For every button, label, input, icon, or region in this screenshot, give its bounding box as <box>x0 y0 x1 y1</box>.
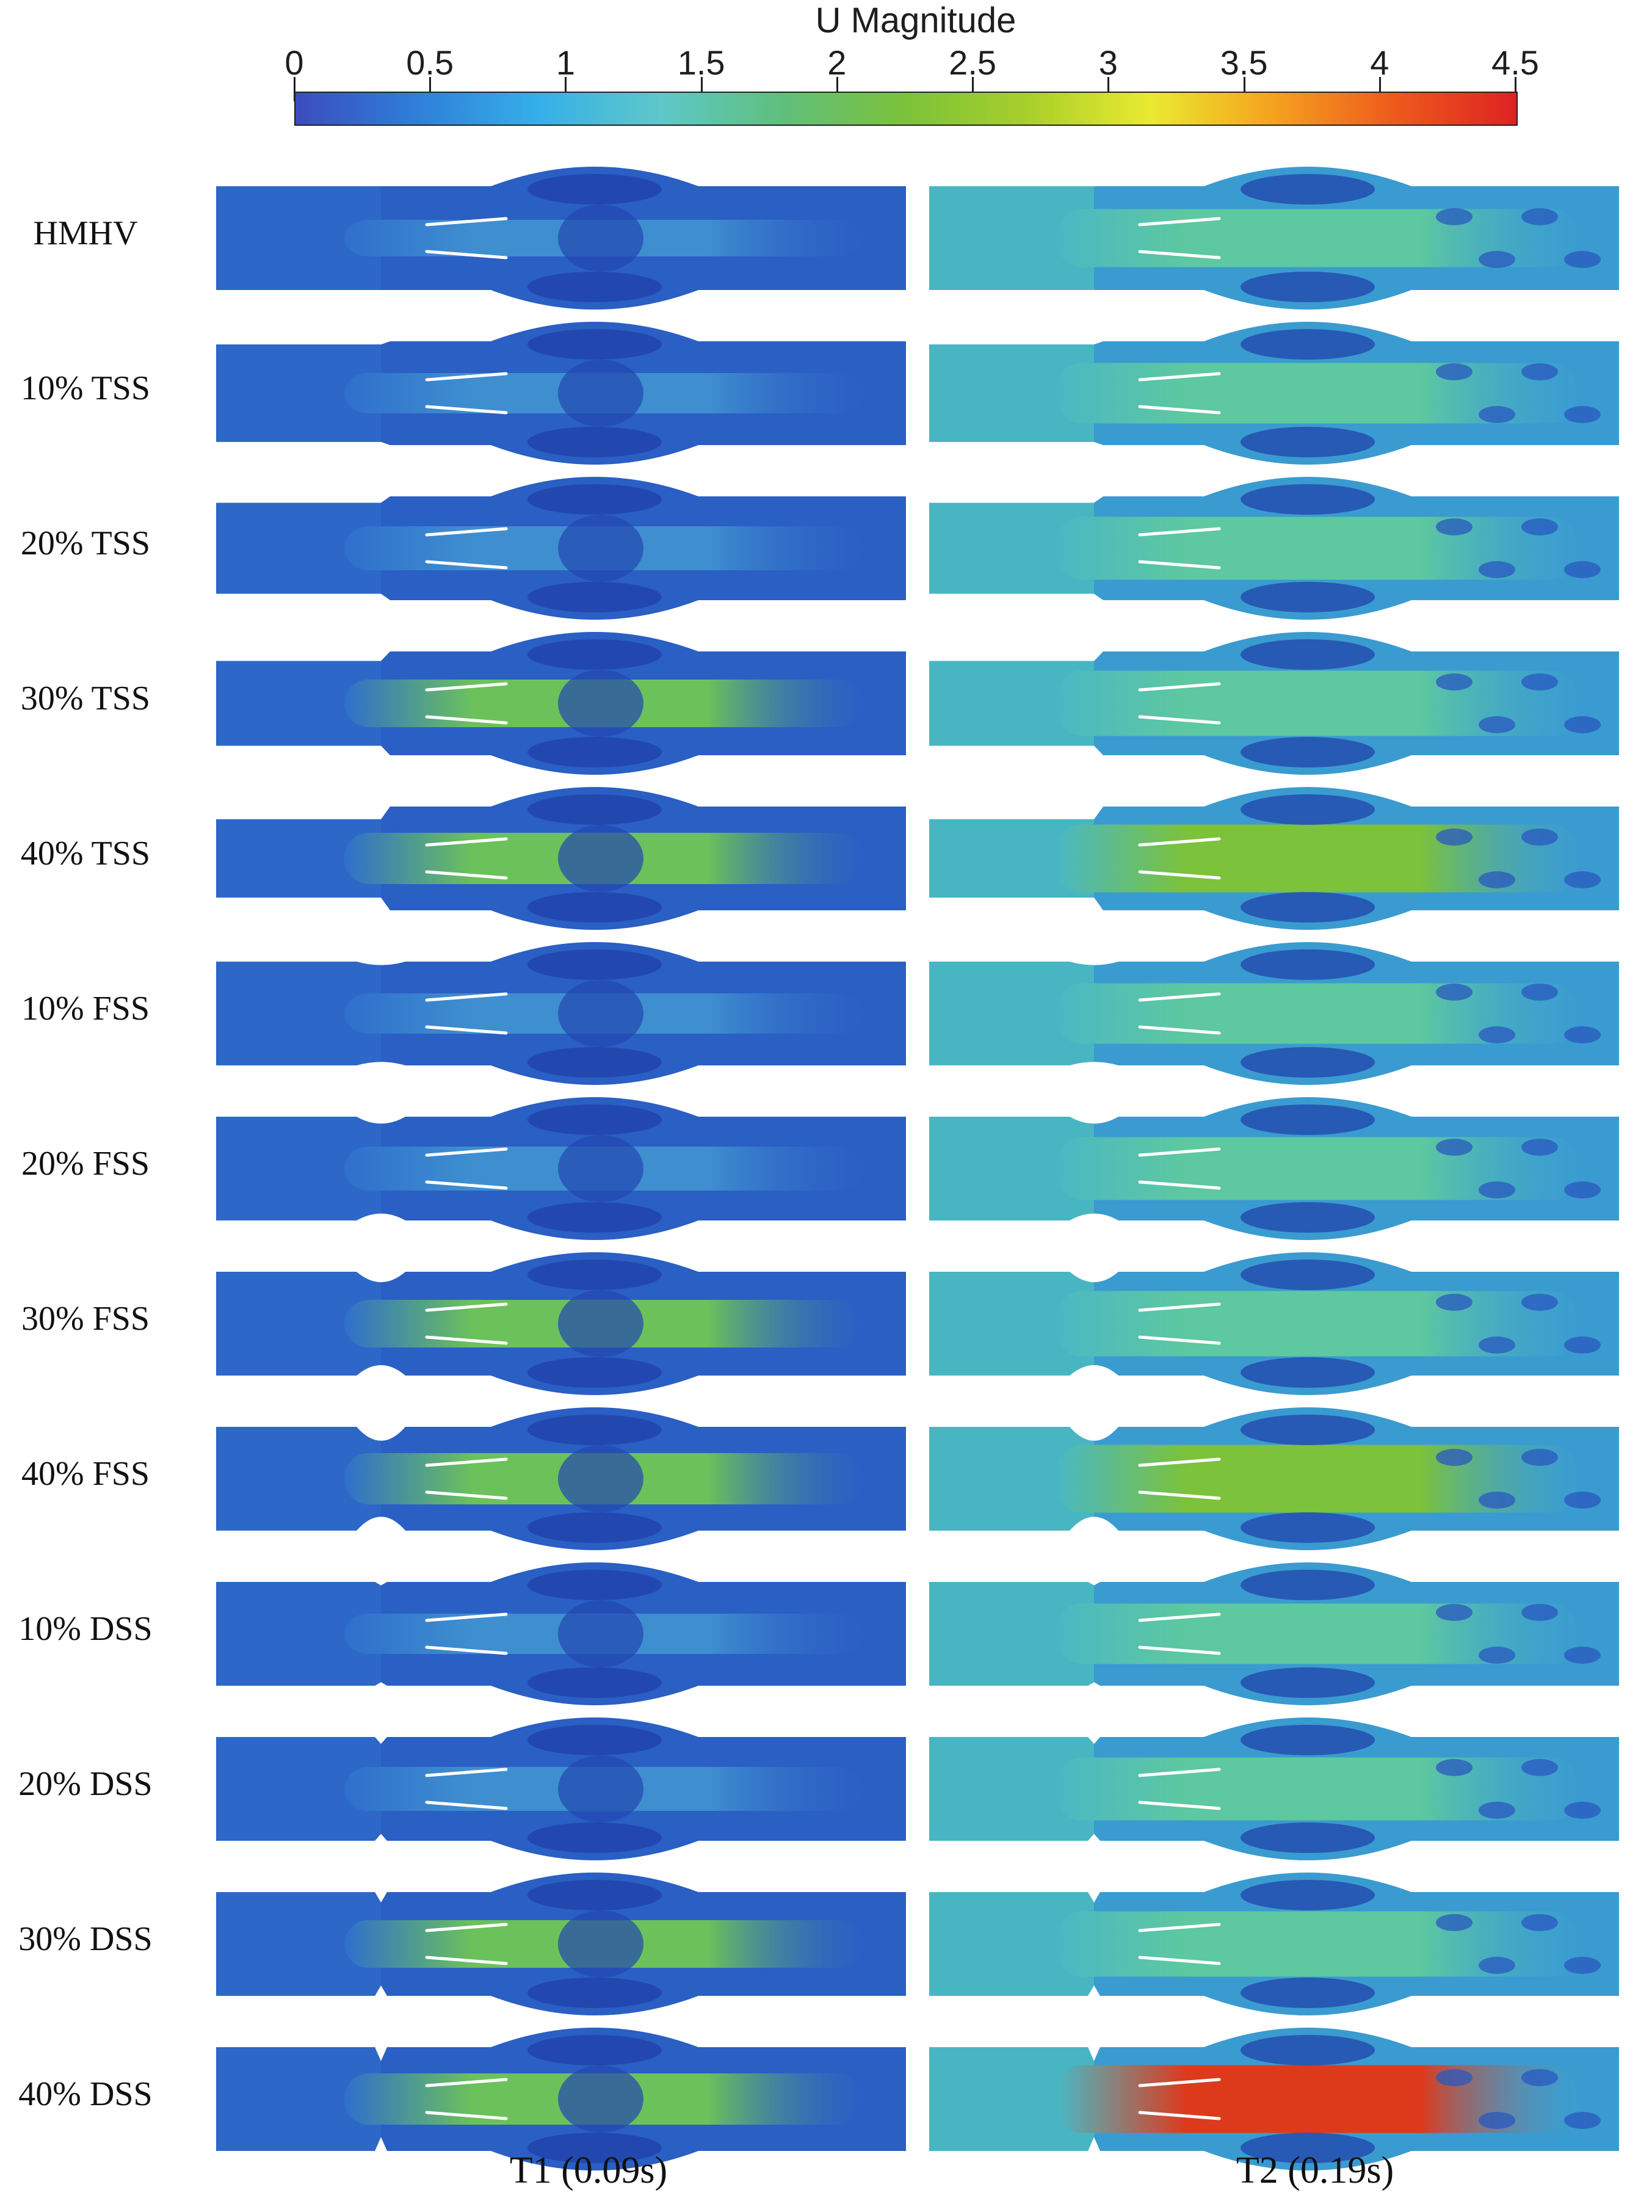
velocity-field-t1 <box>216 940 906 1087</box>
row-label: 20% FSS <box>21 1145 150 1183</box>
colorbar-tick-mark <box>1107 77 1110 101</box>
velocity-field-t2 <box>929 785 1619 932</box>
velocity-field-t2 <box>929 1716 1619 1862</box>
velocity-field-t1 <box>216 1871 906 2017</box>
row-label: 10% TSS <box>20 369 151 407</box>
colorbar-tick-label: 4 <box>1370 43 1389 82</box>
row-label: 40% TSS <box>20 835 151 872</box>
velocity-field-t1 <box>216 475 906 622</box>
velocity-field-t2 <box>929 2026 1619 2172</box>
velocity-field-t2 <box>929 940 1619 1087</box>
row-label: 30% DSS <box>18 1920 153 1958</box>
colorbar-tick-mark <box>1515 77 1516 101</box>
colorbar-tick-mark <box>972 77 974 101</box>
velocity-field-t2 <box>929 320 1619 466</box>
row-label: 10% FSS <box>21 990 150 1028</box>
row-label: HMHV <box>33 214 138 252</box>
velocity-field-t2 <box>929 1405 1619 1552</box>
row-label: 20% TSS <box>20 524 151 562</box>
colorbar <box>294 92 1518 126</box>
velocity-field-t1 <box>216 785 906 932</box>
colorbar-tick-mark <box>836 77 838 101</box>
velocity-field-t1 <box>216 1250 906 1397</box>
row-label: 40% FSS <box>21 1455 150 1493</box>
velocity-field-t1 <box>216 630 906 777</box>
velocity-field-t2 <box>929 475 1619 622</box>
velocity-field-t1 <box>216 2026 906 2172</box>
velocity-field-t2 <box>929 1095 1619 1242</box>
colorbar-tick-label: 2 <box>827 43 847 82</box>
colorbar-tick-mark <box>429 77 432 101</box>
colorbar-tick-label: 0 <box>284 43 304 82</box>
column-label-t2: T2 (0.19s) <box>1236 2150 1394 2191</box>
velocity-field-t2 <box>929 165 1619 311</box>
colorbar-tick-mark <box>1378 77 1381 101</box>
velocity-field-t1 <box>216 1561 906 1707</box>
colorbar-tick-mark <box>1243 77 1245 101</box>
velocity-field-t2 <box>929 1250 1619 1397</box>
colorbar-tick-label: 1.5 <box>677 43 725 82</box>
velocity-field-t1 <box>216 320 906 466</box>
velocity-field-t2 <box>929 1561 1619 1707</box>
colorbar-tick-label: 1 <box>556 43 576 82</box>
row-label: 30% FSS <box>21 1300 150 1338</box>
colorbar-tick-label: 0.5 <box>406 43 454 82</box>
row-label: 30% TSS <box>20 680 151 717</box>
velocity-field-t1 <box>216 1095 906 1242</box>
velocity-field-t1 <box>216 165 906 311</box>
velocity-field-t1 <box>216 1405 906 1552</box>
colorbar-tick-label: 2.5 <box>949 43 997 82</box>
velocity-field-t2 <box>929 630 1619 777</box>
row-label: 20% DSS <box>18 1765 153 1803</box>
colorbar-tick-mark <box>700 77 703 101</box>
column-label-t1: T1 (0.09s) <box>509 2150 668 2191</box>
colorbar-tick-label: 3 <box>1098 43 1118 82</box>
row-label: 40% DSS <box>18 2075 153 2113</box>
colorbar-tick-label: 3.5 <box>1220 43 1268 82</box>
colorbar-tick-mark <box>294 77 295 101</box>
colorbar-tick-mark <box>565 77 567 101</box>
velocity-field-t2 <box>929 1871 1619 2017</box>
colorbar-title: U Magnitude <box>815 1 1016 40</box>
velocity-field-t1 <box>216 1716 906 1862</box>
colorbar-tick-label: 4.5 <box>1491 43 1539 82</box>
row-label: 10% DSS <box>18 1610 153 1648</box>
